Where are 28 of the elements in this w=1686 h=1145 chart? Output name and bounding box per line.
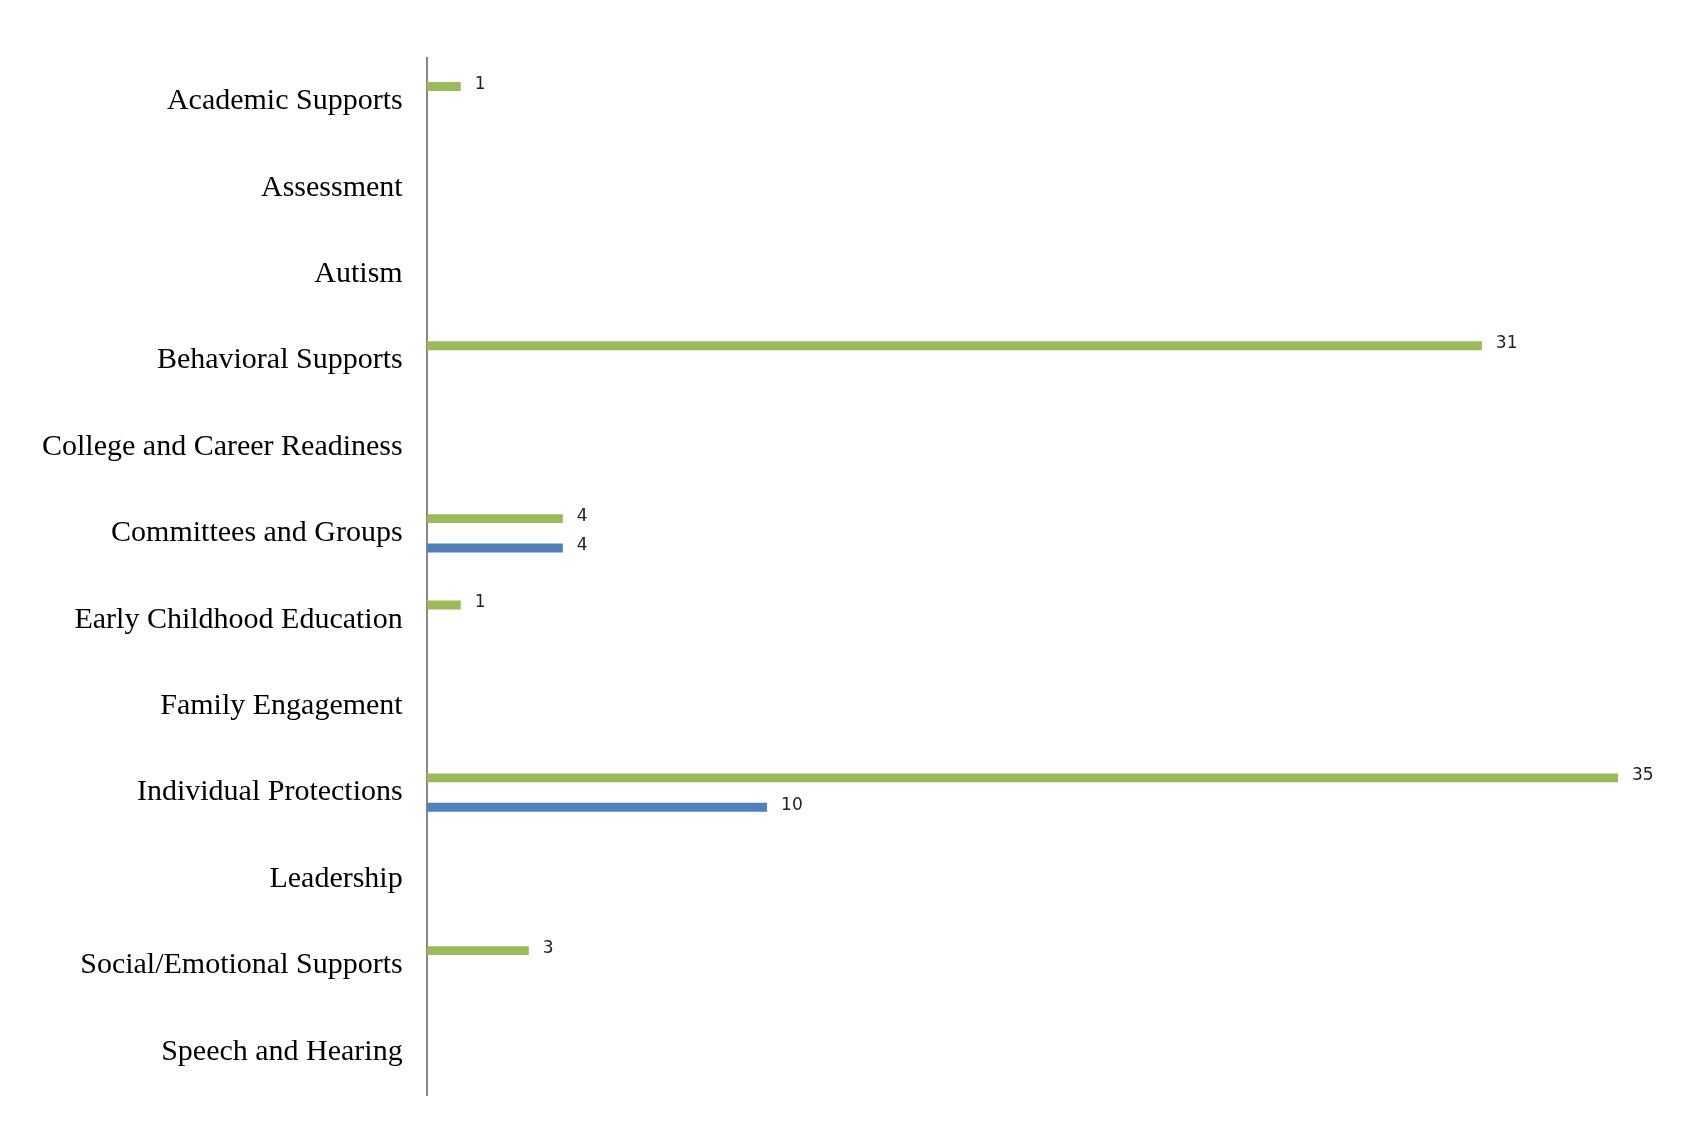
y-tick-label: Behavioral Supports (156, 341, 403, 375)
y-tick-label: Committees and Groups (111, 514, 403, 548)
y-tick-label: Speech and Hearing (161, 1032, 403, 1066)
bar (426, 946, 529, 956)
bar (426, 543, 563, 553)
bar (426, 773, 1618, 783)
data-label: 1 (474, 72, 486, 93)
bar (426, 82, 461, 91)
y-tick-label: Leadership (269, 859, 403, 893)
bar (426, 341, 1482, 351)
data-label: 3 (542, 937, 554, 958)
bar (426, 600, 461, 610)
y-tick-label: Autism (314, 254, 403, 288)
data-label: 10 (781, 793, 803, 814)
data-label: 35 (1632, 764, 1654, 785)
y-tick-label: Individual Protections (136, 773, 403, 807)
y-tick-label: Family Engagement (160, 687, 404, 720)
data-label: 4 (576, 505, 588, 526)
y-tick-label: College and Career Readiness (42, 427, 403, 461)
y-tick-label: Social/Emotional Supports (80, 946, 403, 980)
data-label: 1 (474, 591, 486, 612)
y-tick-label: Academic Supports (166, 82, 403, 116)
bar (426, 802, 768, 812)
y-tick-label: Early Childhood Education (74, 600, 403, 634)
data-label: 4 (576, 534, 588, 555)
bar (426, 514, 563, 524)
y-tick-label: Assessment (261, 168, 404, 202)
data-label: 31 (1495, 332, 1518, 353)
